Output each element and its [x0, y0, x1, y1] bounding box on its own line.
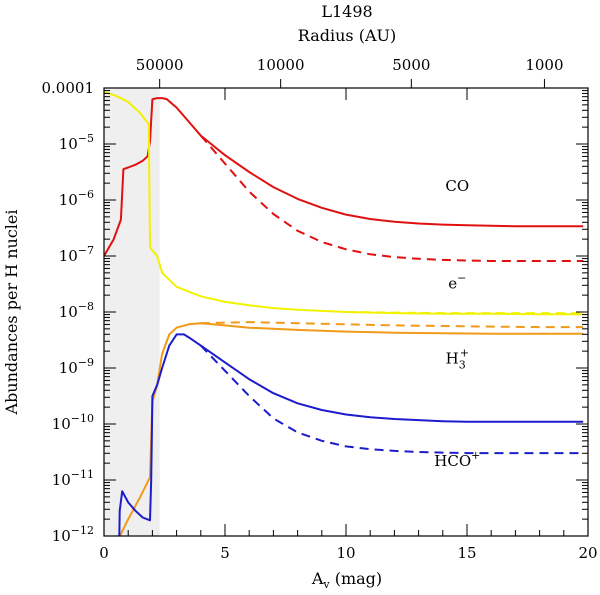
series-h3-dashed	[200, 321, 584, 329]
y-tick-base: 10	[52, 415, 71, 433]
x-tick-label: 20	[578, 544, 597, 562]
label-part: e	[448, 274, 457, 292]
y-tick-label: 10−11	[52, 468, 94, 489]
series-e-dashed	[345, 311, 584, 315]
y-tick-label: 10−7	[59, 244, 94, 265]
x-axis-label-main: A	[311, 569, 324, 588]
curves-layer	[104, 90, 584, 536]
series-e-solid	[104, 90, 584, 316]
top-axis-label: Radius (AU)	[298, 26, 396, 45]
x-tick-label: 10	[336, 544, 355, 562]
y-tick-exp: −11	[71, 468, 94, 481]
y-tick-exp: −9	[78, 356, 94, 369]
y-tick-label: 0.0001	[42, 79, 95, 97]
series-hco-solid	[118, 333, 584, 536]
y-tick-base: 10	[59, 359, 78, 377]
label-part: +	[460, 347, 469, 360]
top-tick-label: 1000	[525, 56, 563, 74]
y-tick-label: 10−8	[59, 300, 94, 321]
y-tick-label: 10−6	[59, 188, 94, 209]
y-tick-exp: −12	[71, 524, 94, 537]
y-tick-exp: −8	[78, 300, 94, 313]
y-tick-base: 10	[59, 247, 78, 265]
x-tick-label: 0	[99, 544, 109, 562]
y-tick-label: 10−12	[52, 524, 94, 545]
label-hco: HCO+	[434, 449, 480, 470]
top-tick-label: 10000	[257, 56, 305, 74]
x-axis-label-rest: (mag)	[330, 569, 383, 588]
y-tick-label: 10−10	[52, 412, 94, 433]
y-tick-label: 10−5	[59, 132, 94, 153]
label-part: +	[471, 449, 480, 462]
x-axis-label: Av (mag)	[311, 569, 382, 591]
top-tick-label: 50000	[136, 56, 184, 74]
label-part: −	[457, 271, 466, 284]
y-tick-base: 10	[59, 191, 78, 209]
ticks-layer	[103, 79, 589, 537]
series-co-dashed	[200, 134, 584, 262]
y-tick-base: 10	[59, 135, 78, 153]
y-tick-exp: −6	[78, 188, 94, 201]
label-part: H	[446, 350, 459, 368]
series-h3-solid	[118, 322, 584, 536]
label-co: CO	[445, 177, 469, 195]
y-tick-base: 10	[59, 303, 78, 321]
series-co-solid	[104, 97, 584, 257]
label-h3: H3+	[446, 347, 469, 372]
y-tick-base: 10	[52, 527, 71, 545]
y-tick-exp: −5	[78, 132, 94, 145]
y-tick-exp: −7	[78, 244, 94, 257]
x-axis-label-sub: v	[322, 578, 330, 591]
label-part: HCO	[434, 452, 471, 470]
chart-title: L1498	[321, 2, 372, 21]
x-tick-label: 5	[220, 544, 230, 562]
y-tick-label: 10−9	[59, 356, 94, 377]
label-part: 3	[459, 359, 466, 372]
y-axis-label: Abundances per H nuclei	[2, 210, 21, 416]
label-part: CO	[445, 177, 469, 195]
x-tick-label: 15	[457, 544, 476, 562]
label-e: e−	[448, 271, 466, 292]
top-tick-label: 5000	[392, 56, 430, 74]
series-hco-dashed	[200, 344, 584, 455]
y-tick-base: 10	[52, 471, 71, 489]
y-tick-exp: −10	[71, 412, 94, 425]
